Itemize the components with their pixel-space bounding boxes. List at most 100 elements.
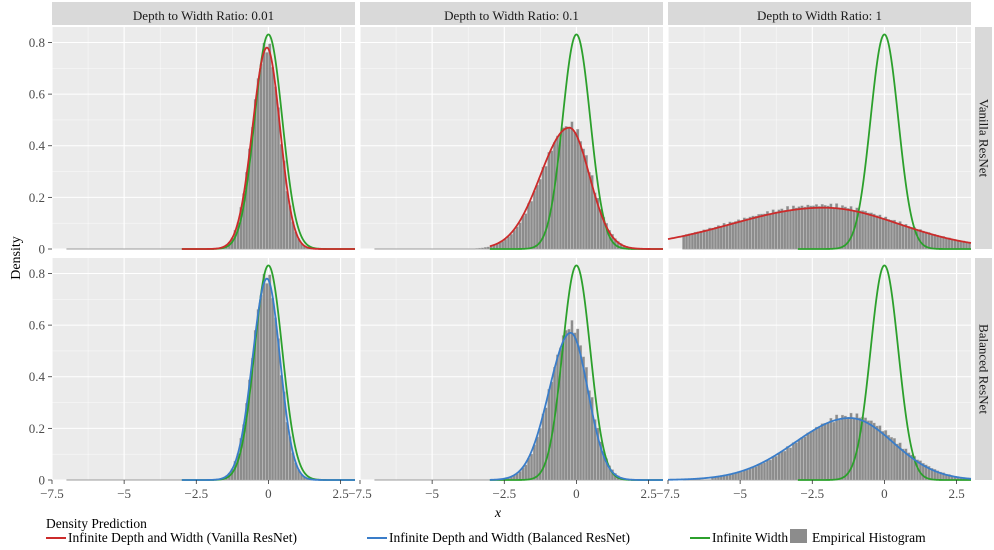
histogram-bar <box>786 446 790 481</box>
histogram-bar <box>693 231 697 250</box>
histogram-bar <box>564 126 568 250</box>
histogram-bar <box>567 127 571 250</box>
histogram-bar <box>840 414 844 481</box>
histogram-bar <box>725 224 729 250</box>
histogram-bar <box>907 452 911 481</box>
histogram-bar <box>734 221 738 250</box>
x-tick-label: 0 <box>573 486 580 501</box>
histogram-bar <box>702 229 706 250</box>
histogram-bar <box>780 208 784 250</box>
histogram-bar <box>901 225 905 250</box>
histogram-bar <box>481 247 484 250</box>
x-tick-label: −7.5 <box>656 486 680 501</box>
histogram-bar <box>547 152 551 250</box>
histogram-bar <box>904 448 908 481</box>
histogram-bar <box>561 127 565 250</box>
histogram-bar <box>861 210 865 250</box>
histogram-bar <box>504 239 508 250</box>
histogram-bar <box>535 436 539 481</box>
histogram-bar <box>576 328 580 481</box>
histogram-bar <box>892 219 896 250</box>
histogram-bar <box>716 225 720 250</box>
legend-entry-label: Empirical Histogram <box>812 530 926 545</box>
histogram-bar <box>708 227 712 250</box>
legend-entry-label: Infinite Depth and Width (Vanilla ResNet… <box>68 530 297 545</box>
histogram-bar <box>840 205 844 250</box>
facet-panel <box>51 27 355 250</box>
column-strip-label: Depth to Width Ratio: 0.1 <box>444 8 579 23</box>
histogram-bar <box>864 210 867 250</box>
histogram-bar <box>599 441 603 481</box>
histogram-bar <box>835 414 839 481</box>
histogram-bar <box>538 179 542 250</box>
histogram-bar <box>901 448 905 481</box>
histogram-bar <box>878 214 882 250</box>
histogram-bar <box>742 470 746 481</box>
histogram-bar <box>783 450 787 481</box>
histogram-bar <box>590 397 594 481</box>
panel-background <box>360 27 663 249</box>
y-tick-label: 0.8 <box>29 35 45 50</box>
infinite-depth-width-line <box>489 126 663 250</box>
histogram-bar <box>259 294 263 481</box>
histogram-bar <box>878 425 882 481</box>
histogram-bar <box>864 417 867 481</box>
histogram-bar <box>501 241 505 250</box>
histogram-bar <box>271 297 275 481</box>
histogram-bar <box>688 233 691 250</box>
histogram-bar <box>866 420 870 481</box>
y-tick-label: 0 <box>39 242 46 257</box>
histogram-bar <box>803 206 807 250</box>
histogram-bar <box>711 227 715 250</box>
histogram-bar <box>576 128 580 250</box>
facet-panel <box>51 258 355 481</box>
histogram-bar <box>584 155 588 250</box>
histogram-bar <box>265 283 269 481</box>
histogram-bar <box>274 86 277 250</box>
panel-background <box>52 258 355 480</box>
histogram-bar <box>927 466 931 481</box>
histogram-bar <box>737 219 740 250</box>
histogram-bar <box>259 63 263 250</box>
infinite-depth-width-line <box>181 277 355 481</box>
histogram-bar <box>751 215 755 250</box>
y-tick-label: 0.2 <box>29 190 45 205</box>
histogram-bar <box>930 233 934 250</box>
histogram-bar <box>829 203 833 250</box>
histogram-bar <box>921 463 925 481</box>
x-tick-label: −7.5 <box>40 486 64 501</box>
column-strip <box>360 2 663 25</box>
histogram-bar <box>771 456 775 481</box>
histogram-bar <box>535 184 539 250</box>
histogram-bar <box>544 166 548 250</box>
histogram-bar <box>817 427 821 481</box>
histogram-bar <box>875 425 879 481</box>
histogram-bar <box>774 456 778 481</box>
histogram-bar <box>904 223 908 250</box>
histogram-bar <box>907 226 911 250</box>
y-tick-label: 0.4 <box>29 138 46 153</box>
histogram-bar <box>705 229 709 250</box>
infinite-depth-width-line <box>489 331 663 481</box>
histogram-bar <box>812 205 816 250</box>
histogram-bar <box>765 459 769 481</box>
histogram-bar <box>579 345 583 481</box>
histogram-bar <box>950 239 954 250</box>
histogram-bar <box>789 447 792 481</box>
histogram-bar <box>596 197 600 250</box>
histogram-bar <box>849 412 853 481</box>
column-strip <box>52 2 355 25</box>
histogram-bar <box>567 328 571 481</box>
histogram-bar <box>832 207 836 250</box>
histogram-bar <box>584 367 588 481</box>
histogram-bar <box>682 235 686 250</box>
histogram-bar <box>731 222 735 250</box>
histogram-bar <box>794 207 798 250</box>
histogram-bar <box>809 205 813 250</box>
histogram-bar <box>815 426 818 481</box>
histogram-bar <box>564 330 568 481</box>
histogram-bar <box>780 451 784 481</box>
histogram-bar <box>722 222 726 250</box>
histogram-bar <box>579 141 583 250</box>
x-tick-label: 0 <box>881 486 888 501</box>
